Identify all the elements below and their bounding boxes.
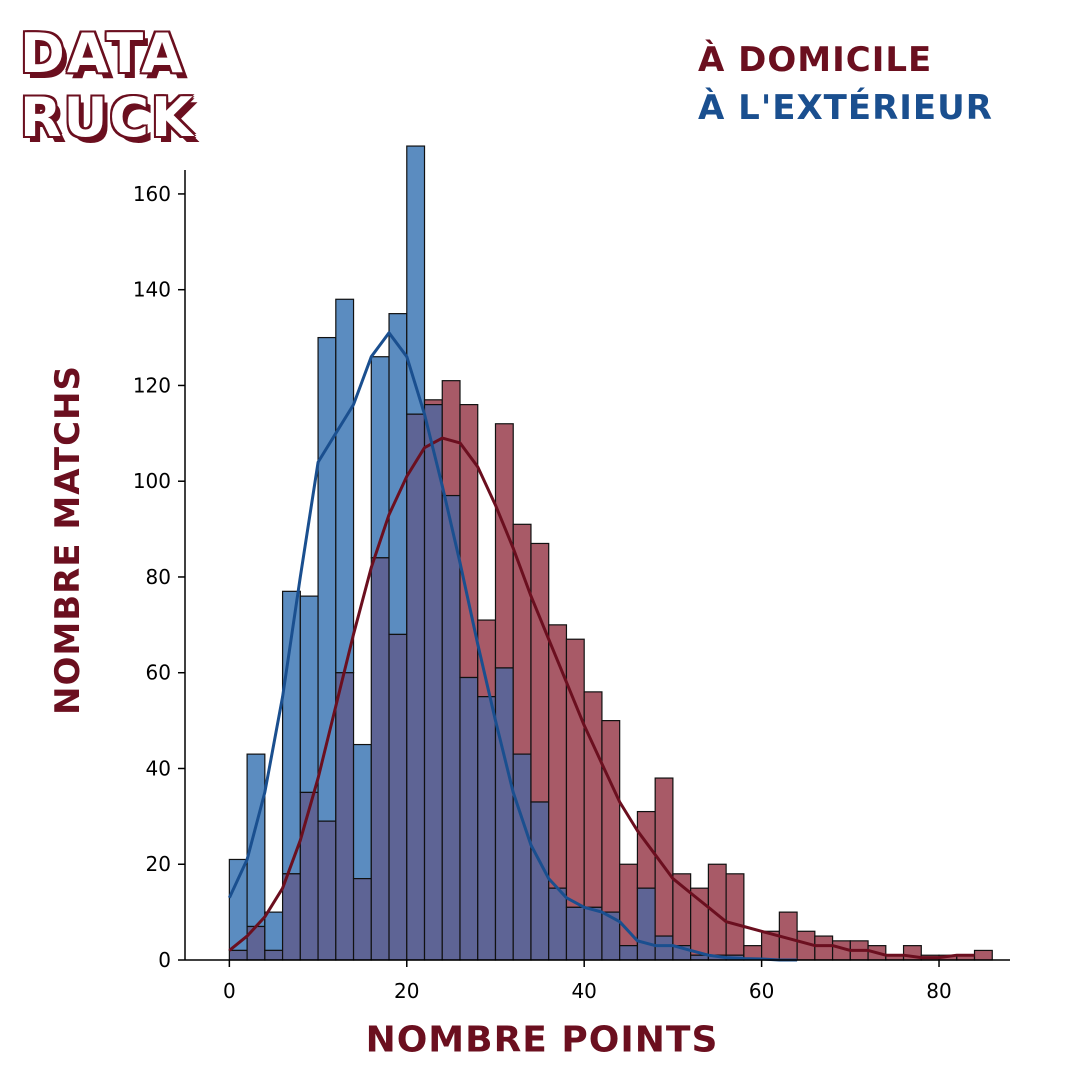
x-tick-label: 20	[394, 979, 419, 1003]
y-tick-label: 120	[133, 373, 171, 397]
bar-overlap	[317, 820, 337, 961]
bar-away	[264, 911, 284, 952]
bar-home	[601, 720, 621, 913]
bar-overlap	[299, 791, 319, 961]
bar-home	[725, 873, 745, 956]
y-tick-label: 20	[146, 852, 171, 876]
y-tick-label: 80	[146, 565, 171, 589]
y-tick-label: 160	[133, 182, 171, 206]
bar-overlap	[423, 404, 443, 961]
bar-home	[690, 887, 709, 956]
kde-home-line	[228, 436, 975, 960]
bar-overlap	[494, 667, 514, 961]
bar-overlap	[281, 873, 301, 961]
bar-overlap	[370, 557, 390, 961]
bar-overlap	[352, 878, 372, 961]
bar-overlap	[636, 887, 656, 961]
y-tick-label: 40	[146, 756, 171, 780]
x-tick-label: 0	[223, 979, 236, 1003]
y-tick-label: 100	[133, 469, 171, 493]
bar-away	[370, 356, 390, 559]
bar-overlap	[228, 949, 248, 961]
bar-overlap	[264, 949, 284, 961]
y-tick-label: 140	[133, 278, 171, 302]
x-tick-label: 80	[926, 979, 951, 1003]
data-ruck-logo: DATA RUCK	[20, 22, 195, 150]
bar-home	[583, 691, 603, 908]
bar-away	[317, 336, 337, 822]
bar-home	[973, 949, 993, 961]
y-tick-label: 60	[146, 661, 171, 685]
bar-home	[530, 542, 550, 803]
bar-home	[423, 399, 443, 406]
bar-home	[565, 638, 585, 908]
bar-away	[388, 313, 408, 636]
bar-overlap	[406, 413, 426, 961]
legend: À DOMICILE À L'EXTÉRIEUR	[698, 36, 993, 132]
bar-overlap	[565, 906, 585, 961]
bar-overlap	[388, 633, 408, 961]
bar-overlap	[441, 494, 461, 961]
bar-overlap	[477, 696, 497, 961]
bar-overlap	[583, 906, 603, 961]
legend-home: À DOMICILE	[698, 40, 933, 80]
x-axis-label: NOMBRE POINTS	[365, 1019, 719, 1061]
bar-home	[494, 423, 514, 669]
bar-overlap	[654, 935, 674, 961]
y-tick-label: 0	[158, 948, 171, 972]
logo-line-1: DATA	[20, 22, 185, 85]
bar-overlap	[459, 676, 479, 961]
x-tick-label: 40	[571, 979, 596, 1003]
x-tick-label: 60	[749, 979, 774, 1003]
bar-away	[246, 753, 266, 928]
bar-overlap	[512, 753, 532, 961]
bar-away	[335, 298, 355, 674]
bar-home	[814, 935, 834, 961]
bar-overlap	[548, 887, 568, 961]
logo-line-2: RUCK	[20, 86, 195, 149]
bar-away	[299, 595, 319, 794]
legend-away: À L'EXTÉRIEUR	[698, 88, 993, 128]
bar-overlap	[335, 672, 355, 961]
bar-away	[406, 145, 426, 415]
bar-away	[352, 743, 372, 880]
kde-away-line	[228, 331, 798, 962]
bar-overlap	[619, 945, 639, 961]
bar-overlap	[530, 801, 550, 961]
